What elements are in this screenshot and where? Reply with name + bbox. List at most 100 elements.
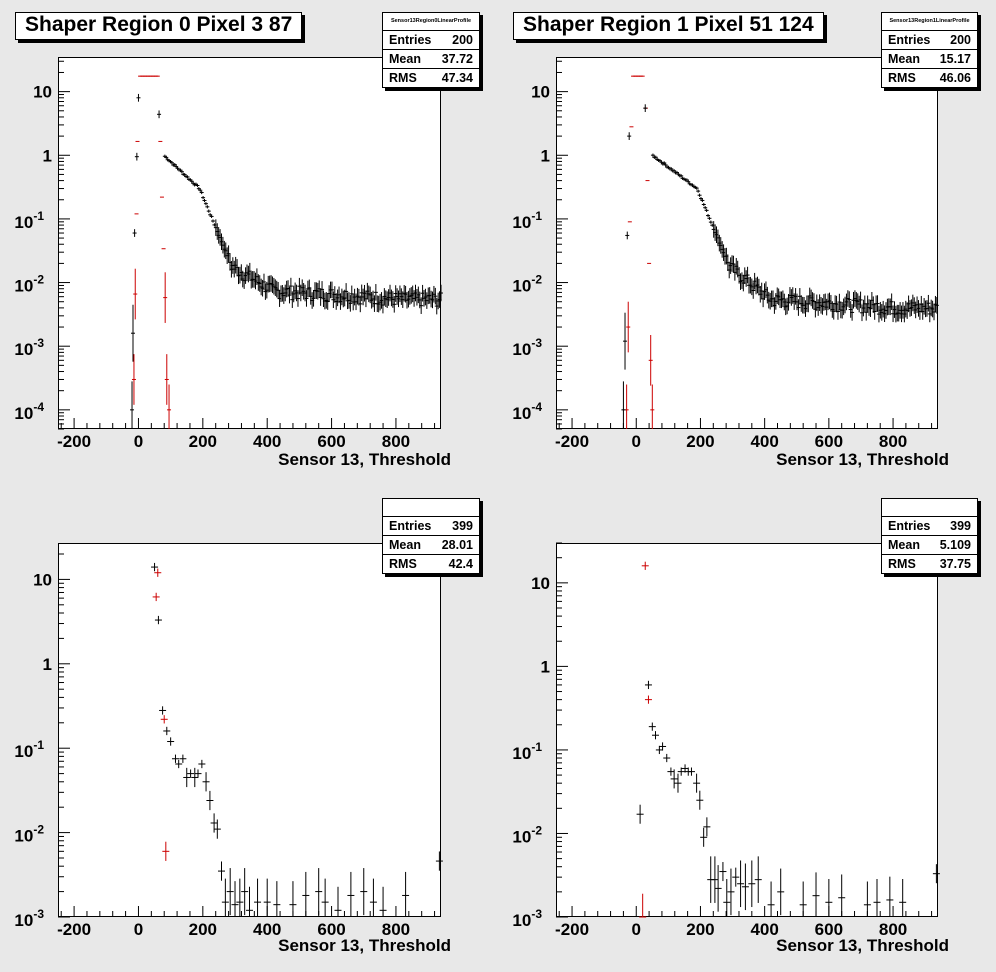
data-point — [672, 169, 677, 173]
data-point — [419, 297, 424, 314]
x-axis-label: Sensor 13, Threshold — [776, 450, 949, 469]
data-point — [875, 295, 880, 312]
x-tick-label: 0 — [632, 920, 641, 939]
data-point — [169, 161, 174, 165]
x-tick-label: 600 — [317, 920, 345, 939]
y-tick-label: 1 — [43, 655, 52, 674]
data-point — [211, 219, 216, 223]
data-point — [360, 868, 368, 916]
data-point — [711, 856, 719, 903]
red-data-point — [133, 268, 138, 320]
stats-value: 37.72 — [441, 52, 473, 66]
x-tick-label: 200 — [686, 432, 714, 451]
x-tick-label: 800 — [879, 920, 907, 939]
stats-row-rms: RMS 37.75 — [882, 554, 977, 573]
y-tick-label: 10-2 — [512, 273, 542, 296]
data-point — [163, 726, 171, 736]
data-point — [435, 851, 443, 871]
data-point — [684, 178, 689, 182]
stats-name: Sensor13Region0LinearProfile — [383, 13, 479, 31]
data-point — [700, 198, 705, 203]
data-point — [847, 291, 852, 308]
data-point — [694, 186, 699, 190]
data-point — [373, 284, 378, 301]
plot-frame — [556, 543, 938, 917]
data-point — [198, 759, 206, 769]
data-point — [926, 294, 931, 312]
plot-title: Shaper Region 1 Pixel 51 124 — [513, 12, 824, 40]
stats-name: Sensor13Region1LinearProfile — [882, 13, 977, 31]
data-point — [236, 878, 244, 917]
data-point — [172, 163, 177, 167]
data-point — [868, 300, 873, 318]
stats-row-entries: Entries 200 — [383, 31, 479, 49]
data-point — [667, 767, 675, 776]
pad-bottom-left: Entries 399 Mean 28.01 RMS 42.4 -200 0 200 400… — [0, 486, 498, 972]
data-point — [358, 295, 363, 313]
data-point — [195, 183, 200, 188]
stats-row-entries: Entries 200 — [882, 31, 977, 49]
stats-box: Sensor13Region0LinearProfile Entries 200 … — [382, 12, 480, 88]
data-point — [329, 281, 334, 299]
data-point — [304, 290, 309, 307]
data-point — [202, 198, 207, 203]
data-point — [873, 879, 881, 917]
data-point — [130, 304, 135, 362]
x-tick-label: 200 — [189, 432, 217, 451]
data-point — [213, 819, 221, 839]
plot-area: -200 0 200 400 600 800 10 1 10-1 10-2 10-3 — [14, 553, 443, 939]
data-point — [302, 871, 310, 917]
data-point — [687, 767, 695, 776]
x-tick-label: 0 — [134, 432, 143, 451]
data-point — [825, 879, 833, 917]
stats-label: Mean — [389, 538, 421, 552]
data-point — [202, 772, 210, 792]
stats-row-rms: RMS 46.06 — [882, 68, 977, 87]
y-tick-label: 1 — [541, 657, 550, 676]
data-point — [812, 872, 820, 917]
data-point — [157, 110, 162, 119]
data-point — [154, 615, 162, 625]
data-point — [206, 209, 211, 213]
data-point — [767, 881, 775, 917]
red-data-point — [131, 354, 136, 405]
red-data-point — [639, 893, 647, 918]
red-data-point — [650, 384, 655, 429]
x-tick-label: 800 — [382, 920, 410, 939]
stats-label: Entries — [389, 519, 432, 533]
y-tick-label: 10-1 — [14, 209, 44, 232]
y-tick-label: 1 — [541, 146, 550, 165]
data-point — [315, 868, 323, 916]
data-point — [380, 296, 385, 314]
data-point — [198, 188, 203, 192]
data-point — [288, 277, 293, 295]
data-point — [187, 769, 195, 778]
stats-row-entries: Entries 399 — [383, 517, 479, 535]
data-point — [344, 283, 349, 300]
data-point — [723, 879, 731, 917]
stats-value: 37.75 — [939, 557, 971, 571]
data-point — [254, 878, 262, 917]
y-tick-label: 10 — [531, 574, 550, 593]
data-point — [273, 881, 281, 917]
stats-label: RMS — [389, 71, 417, 85]
data-point — [700, 827, 708, 847]
data-point — [850, 304, 855, 321]
data-point — [899, 879, 907, 917]
x-axis-label: Sensor 13, Threshold — [278, 936, 451, 955]
stats-row-rms: RMS 47.34 — [383, 68, 479, 87]
stats-label: Mean — [389, 52, 421, 66]
data-point — [347, 871, 355, 917]
data-point — [727, 868, 735, 916]
y-tick-label: 10-3 — [14, 907, 44, 930]
stats-value: 399 — [950, 519, 971, 533]
data-point — [745, 266, 750, 284]
plot-area: -200 0 200 400 600 800 10 1 10-1 10-2 10-3 10-4 — [512, 60, 939, 451]
x-tick-label: -200 — [57, 920, 91, 939]
y-tick-label: 10-4 — [14, 400, 44, 423]
data-point — [159, 706, 167, 715]
red-data-point — [152, 592, 160, 602]
data-point — [652, 731, 660, 740]
data-point — [289, 881, 297, 917]
pad-top-right: Shaper Region 1 Pixel 51 124 Sensor13Reg… — [498, 0, 996, 486]
